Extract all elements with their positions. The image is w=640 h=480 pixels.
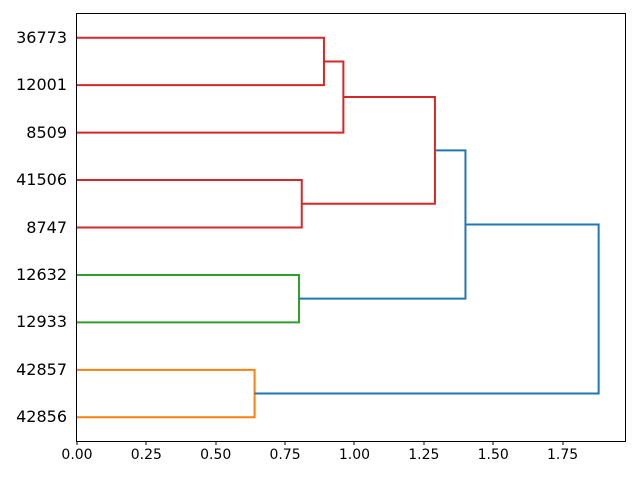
x-tick-label: 0.00	[61, 447, 93, 463]
dendrogram-link	[301, 96, 436, 205]
x-tick-mark	[145, 441, 147, 445]
leaf-label: 8509	[26, 122, 67, 142]
dendrogram-link	[77, 368, 256, 419]
x-tick-mark	[284, 441, 286, 445]
dendrogram-link	[77, 36, 325, 87]
leaf-label: 8747	[26, 217, 67, 237]
leaf-label: 41506	[16, 170, 67, 190]
plot-area	[76, 13, 626, 442]
x-tick-mark	[562, 441, 564, 445]
dendrogram-link	[77, 179, 303, 229]
x-tick-mark	[215, 441, 217, 445]
leaf-label: 36773	[16, 27, 67, 47]
x-tick-mark	[76, 441, 78, 445]
leaf-label: 12001	[16, 75, 67, 95]
leaf-label: 12933	[16, 312, 67, 332]
dendrogram-svg	[77, 36, 600, 419]
dendrogram-link	[298, 149, 467, 300]
x-tick-label: 1.25	[408, 447, 440, 463]
x-tick-label: 0.75	[269, 447, 301, 463]
x-tick-label: 0.25	[130, 447, 162, 463]
leaf-label: 42857	[16, 359, 67, 379]
x-axis: 0.00 0.25 0.50 0.75 1.00 1.25 1.50 1.75	[0, 441, 640, 480]
dendrogram-link	[77, 273, 300, 324]
x-tick-mark	[423, 441, 425, 445]
dendrogram-link	[254, 223, 600, 395]
leaf-label: 42856	[16, 407, 67, 427]
leaf-label: 12632	[16, 264, 67, 284]
x-tick-mark	[492, 441, 494, 445]
x-tick-label: 1.50	[477, 447, 509, 463]
x-tick-mark	[353, 441, 355, 445]
x-tick-label: 1.75	[546, 447, 579, 463]
y-axis-leaf-labels: 36773 12001 8509 41506 8747 12632 12933 42857 42…	[0, 0, 67, 480]
dendrogram-link	[77, 60, 345, 134]
x-tick-label: 1.00	[338, 447, 371, 463]
x-tick-label: 0.50	[200, 447, 232, 463]
